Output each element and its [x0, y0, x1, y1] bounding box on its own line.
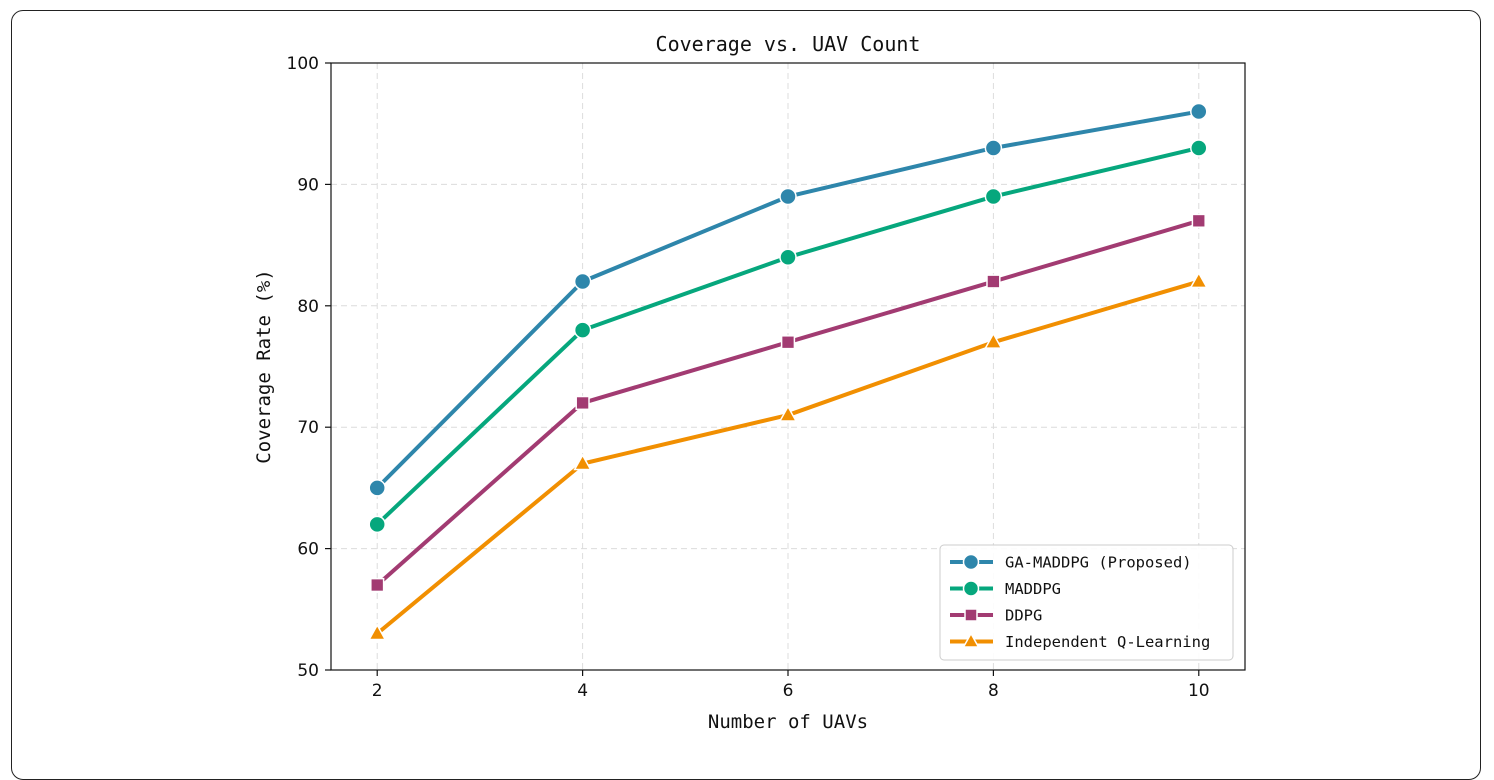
data-point: [780, 335, 796, 350]
series-layer: [367, 102, 1209, 641]
data-point: [370, 577, 385, 593]
legend-marker: [964, 608, 978, 622]
legend-marker: [962, 553, 980, 571]
data-point: [1191, 213, 1206, 228]
y-axis-label: Coverage Rate (%): [253, 269, 275, 463]
data-point: [984, 332, 1003, 349]
chart-title: Coverage vs. UAV Count: [656, 32, 921, 56]
data-point: [368, 479, 386, 497]
legend-box: [939, 544, 1234, 661]
legend-label: DDPG: [1005, 607, 1042, 625]
legend-label: MADDPG: [1005, 580, 1061, 598]
figure-frame: [11, 10, 1481, 780]
legend-label: GA-MADDPG (Proposed): [1005, 554, 1192, 572]
data-point: [1189, 271, 1209, 289]
legend: GA-MADDPG (Proposed) MADDPG DDPG Independen…: [939, 544, 1234, 661]
data-point: [367, 623, 387, 641]
data-point: [575, 395, 590, 411]
legend-item: MADDPG: [950, 580, 1061, 598]
data-point: [984, 139, 1003, 157]
series-2: [370, 213, 1206, 593]
y-tick-label: 90: [297, 175, 319, 195]
series-0: [368, 102, 1208, 497]
data-point: [778, 405, 798, 422]
x-axis-label: Number of UAVs: [708, 711, 868, 733]
x-tick-label: 8: [988, 681, 999, 701]
axis-ticks: 2 4 6 8 10 50 60 70 80 90 100: [287, 54, 1210, 701]
y-tick-label: 60: [297, 540, 319, 560]
data-point: [1190, 139, 1208, 157]
line-chart: Coverage vs. UAV Count 2 4 6 8 10 50 60 70 80 90 1…: [253, 32, 1246, 733]
y-tick-label: 100: [287, 54, 319, 74]
data-point: [779, 248, 797, 266]
x-tick-label: 6: [783, 681, 794, 701]
x-tick-label: 4: [577, 681, 588, 701]
data-point: [573, 321, 592, 339]
data-point: [779, 187, 797, 206]
legend-marker: [962, 632, 980, 648]
y-tick-label: 80: [297, 297, 319, 317]
series-1: [368, 139, 1208, 534]
data-point: [573, 272, 592, 291]
data-point: [984, 187, 1003, 206]
x-tick-label: 10: [1188, 681, 1210, 701]
legend-marker: [962, 580, 980, 597]
legend-item: GA-MADDPG (Proposed): [950, 554, 1192, 572]
data-point: [368, 515, 386, 534]
series-3: [367, 271, 1209, 641]
data-point: [1190, 102, 1208, 121]
legend-item: DDPG: [950, 607, 1042, 625]
y-tick-label: 70: [297, 418, 319, 438]
legend-item: Independent Q-Learning: [950, 632, 1210, 651]
x-tick-label: 2: [372, 681, 383, 701]
data-point: [986, 274, 1001, 289]
y-tick-label: 50: [297, 661, 319, 681]
legend-label: Independent Q-Learning: [1005, 633, 1210, 651]
data-point: [573, 453, 592, 471]
